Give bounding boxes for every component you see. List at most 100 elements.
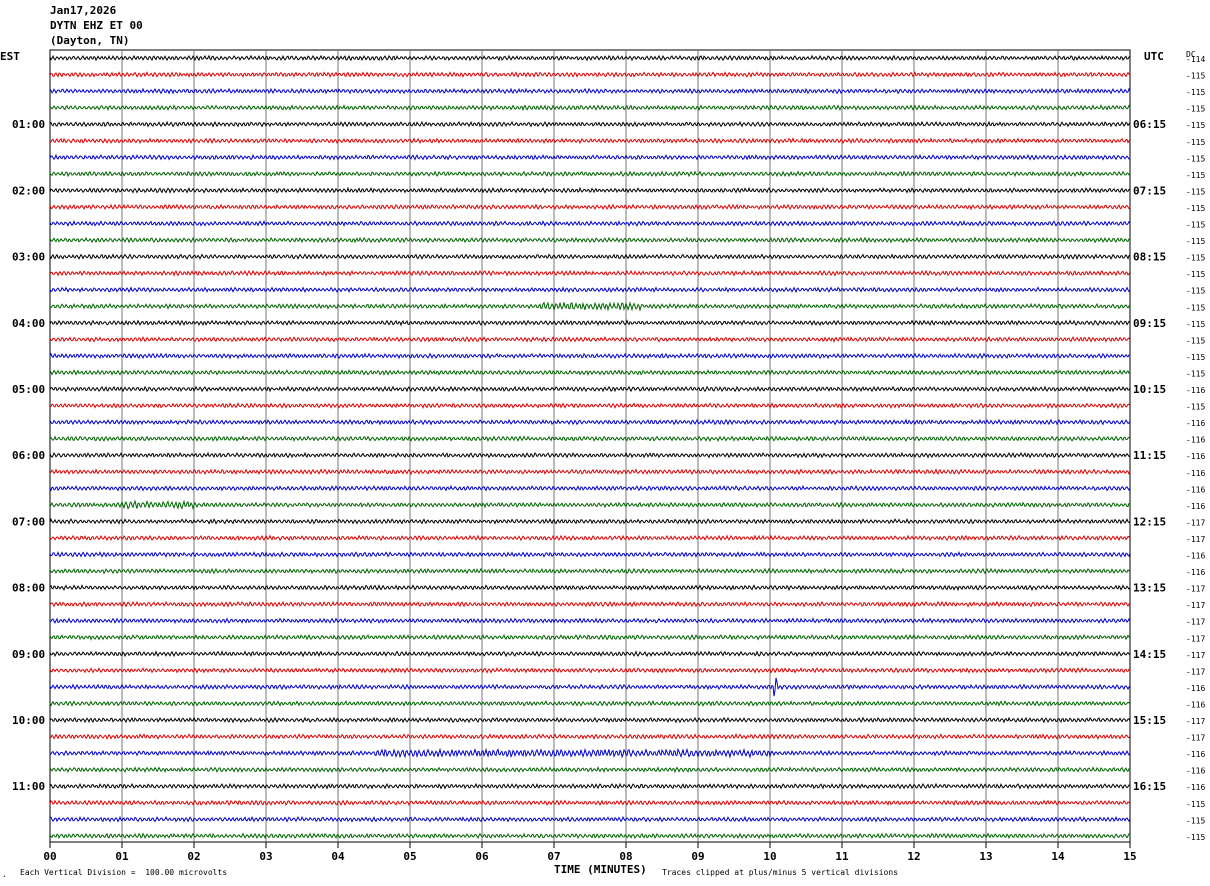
dc-offset-label: -116 [1186, 452, 1205, 461]
trace-line [49, 253, 1131, 261]
hour-label-left: 02:00 [12, 184, 45, 197]
dc-offset-label: -115 [1186, 800, 1205, 809]
trace-line [49, 301, 1131, 312]
trace-line [49, 269, 1131, 277]
trace-line [49, 219, 1131, 227]
dc-offset-label: -115 [1186, 88, 1205, 97]
dc-offset-label: -115 [1186, 72, 1205, 81]
dc-offset-label: -115 [1186, 816, 1205, 825]
trace-line [49, 716, 1131, 724]
scale-note: Each Vertical Division = 100.00 microvol… [20, 868, 228, 877]
x-tick-label: 15 [1123, 850, 1136, 863]
hour-label-right: 07:15 [1133, 184, 1166, 197]
trace-line [49, 120, 1131, 128]
left-timezone-label: EST [0, 50, 20, 63]
trace-line [49, 451, 1131, 459]
trace-line [49, 87, 1131, 95]
hour-label-left: 01:00 [12, 118, 45, 131]
dc-offset-label: -115 [1186, 303, 1205, 312]
clip-note: Traces clipped at plus/minus 5 vertical … [662, 868, 899, 877]
dc-offset-label: -115 [1186, 270, 1205, 279]
x-tick-label: 05 [403, 850, 416, 863]
hour-label-left: 08:00 [12, 582, 45, 595]
trace-line [49, 650, 1131, 658]
dc-offset-label: -117 [1186, 585, 1205, 594]
dc-offset-label: -115 [1186, 187, 1205, 196]
trace-line [49, 766, 1131, 774]
dc-offset-label: -117 [1186, 667, 1205, 676]
station-label: DYTN EHZ ET 00 [50, 19, 143, 32]
dc-offset-label: -117 [1186, 618, 1205, 627]
hour-label-right: 06:15 [1133, 118, 1166, 131]
dc-offset-label: -115 [1186, 369, 1205, 378]
trace-line [49, 617, 1131, 625]
dc-offset-label: -116 [1186, 485, 1205, 494]
trace-line [49, 336, 1131, 343]
plot-frame [49, 49, 1131, 843]
trace-line [49, 633, 1131, 641]
trace-line [49, 186, 1131, 194]
x-axis-label: TIME (MINUTES) [554, 863, 647, 876]
dc-offset-label: -117 [1186, 601, 1205, 610]
hour-label-right: 11:15 [1133, 449, 1166, 462]
hour-label-right: 14:15 [1133, 648, 1166, 661]
dc-offset-label: -116 [1186, 386, 1205, 395]
dc-offset-label: -115 [1186, 254, 1205, 263]
dc-offset-label: -117 [1186, 717, 1205, 726]
trace-line [49, 832, 1131, 840]
trace-line [49, 484, 1131, 492]
trace-line [49, 747, 1131, 759]
dc-offset-label: -117 [1186, 651, 1205, 660]
x-tick-label: 14 [1051, 850, 1065, 863]
x-tick-label: 00 [43, 850, 56, 863]
trace-line [49, 153, 1131, 161]
trace-line [49, 203, 1131, 211]
trace-line [49, 137, 1131, 145]
trace-line [49, 666, 1131, 674]
trace-line [49, 319, 1131, 327]
hour-label-left: 10:00 [12, 714, 45, 727]
x-tick-label: 11 [835, 850, 849, 863]
dc-offset-label: -115 [1186, 320, 1205, 329]
trace-line [49, 600, 1131, 608]
dc-offset-label: -115 [1186, 336, 1205, 345]
dc-offset-label: -116 [1186, 436, 1205, 445]
x-tick-label: 04 [331, 850, 345, 863]
trace-line [49, 170, 1131, 178]
trace-line [49, 782, 1131, 790]
dc-offset-label: -116 [1186, 783, 1205, 792]
dc-offset-label: -116 [1186, 767, 1205, 776]
dc-offset-label: -116 [1186, 419, 1205, 428]
corner-mark: . [2, 870, 7, 879]
trace-line [49, 236, 1131, 244]
x-tick-label: 02 [187, 850, 200, 863]
hour-label-left: 07:00 [12, 515, 45, 528]
dc-offset-label: -116 [1186, 469, 1205, 478]
dc-offset-label: -115 [1186, 833, 1205, 842]
dc-header-label: DC [1186, 50, 1196, 59]
trace-line [49, 799, 1131, 807]
dc-offset-label: -115 [1186, 353, 1205, 362]
dc-offset-label: -115 [1186, 403, 1205, 412]
trace-line [49, 468, 1131, 476]
trace-line [49, 104, 1131, 112]
trace-line [49, 286, 1131, 294]
hour-label-left: 05:00 [12, 383, 45, 396]
dc-offset-label: -117 [1186, 535, 1205, 544]
x-tick-label: 09 [691, 850, 704, 863]
trace-line [49, 71, 1131, 79]
x-tick-label: 07 [547, 850, 560, 863]
trace-line [49, 534, 1131, 542]
date-label: Jan17,2026 [50, 4, 117, 17]
hour-label-left: 04:00 [12, 317, 45, 330]
hour-label-left: 03:00 [12, 251, 45, 264]
trace-line [49, 550, 1131, 558]
location-label: (Dayton, TN) [50, 34, 130, 47]
trace-line [49, 699, 1131, 707]
dc-offset-label: -116 [1186, 700, 1205, 709]
trace-line [49, 385, 1131, 393]
trace-line [49, 418, 1131, 426]
trace-line [49, 584, 1131, 592]
x-tick-label: 10 [763, 850, 776, 863]
hour-label-right: 13:15 [1133, 582, 1166, 595]
